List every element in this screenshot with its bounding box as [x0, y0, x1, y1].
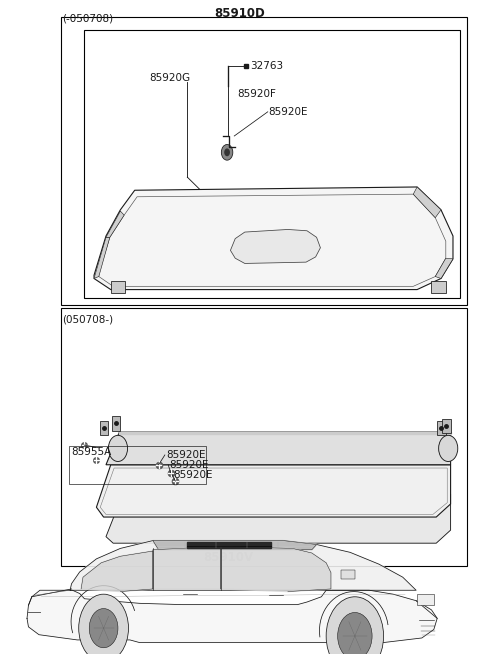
Text: 85920E: 85920E — [169, 460, 209, 470]
Bar — [112, 417, 120, 431]
Polygon shape — [70, 540, 416, 590]
Polygon shape — [187, 542, 271, 548]
Text: 32763: 32763 — [251, 61, 284, 71]
Bar — [100, 421, 108, 436]
Bar — [69, 447, 206, 484]
Bar — [341, 570, 355, 579]
Polygon shape — [413, 187, 441, 217]
Polygon shape — [153, 540, 317, 550]
Polygon shape — [106, 211, 124, 237]
Circle shape — [221, 145, 233, 160]
Bar — [442, 419, 451, 434]
Polygon shape — [94, 237, 110, 278]
Polygon shape — [153, 546, 221, 589]
Circle shape — [108, 436, 128, 462]
Text: 85910V: 85910V — [203, 551, 253, 564]
Text: (050708-): (050708-) — [62, 314, 113, 324]
Polygon shape — [27, 590, 437, 643]
Bar — [432, 281, 446, 293]
Text: 85920F: 85920F — [238, 88, 276, 98]
Polygon shape — [106, 432, 451, 465]
Text: 85920E: 85920E — [173, 470, 213, 479]
Circle shape — [89, 608, 118, 648]
Polygon shape — [96, 465, 451, 517]
Polygon shape — [120, 432, 451, 434]
Polygon shape — [221, 546, 331, 591]
Circle shape — [79, 594, 129, 655]
Text: 85920G: 85920G — [149, 73, 190, 83]
Polygon shape — [230, 229, 321, 263]
Text: 85920E: 85920E — [166, 450, 205, 460]
Circle shape — [224, 149, 230, 157]
Polygon shape — [81, 551, 153, 591]
Polygon shape — [106, 494, 451, 543]
Polygon shape — [94, 187, 453, 290]
Bar — [111, 281, 125, 293]
Bar — [60, 17, 468, 305]
Text: 85955A: 85955A — [72, 447, 112, 457]
Circle shape — [337, 612, 372, 655]
Circle shape — [326, 597, 384, 655]
Bar — [417, 593, 434, 605]
Bar — [84, 30, 460, 298]
Circle shape — [439, 436, 458, 462]
Text: 85920E: 85920E — [269, 107, 308, 117]
Polygon shape — [435, 258, 453, 278]
Text: (-050708): (-050708) — [62, 14, 113, 24]
Bar — [60, 308, 468, 566]
Bar — [437, 421, 446, 436]
Text: 85910D: 85910D — [215, 7, 265, 20]
